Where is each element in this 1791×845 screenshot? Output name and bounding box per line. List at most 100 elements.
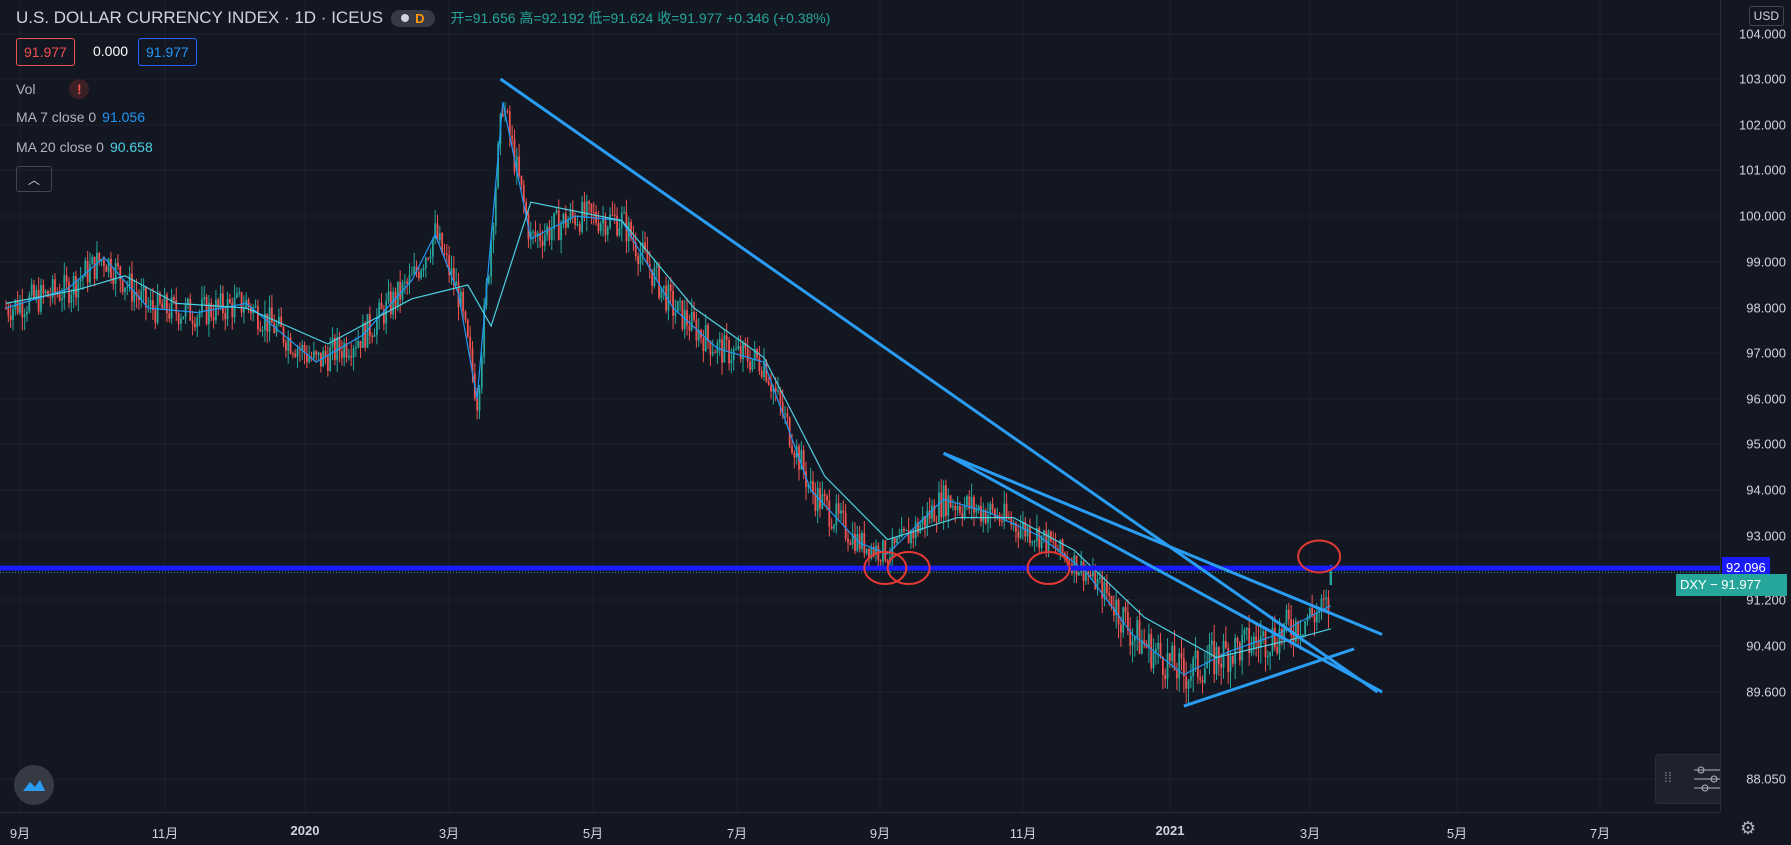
candle-body [268, 307, 271, 332]
candle-body [16, 300, 19, 313]
candle-body [697, 329, 700, 341]
candle-body [1327, 597, 1330, 615]
time-tick-label: 5月 [582, 826, 604, 841]
candle-body [247, 299, 250, 307]
candle-body [368, 314, 371, 336]
candle-body [277, 316, 280, 325]
currency-label[interactable]: USD [1748, 6, 1784, 26]
value-plain: 0.000 [93, 43, 129, 59]
candle-body [961, 512, 964, 518]
candle-body [842, 510, 845, 513]
candle-body [354, 347, 357, 349]
candle-body [1208, 644, 1211, 662]
vol-indicator[interactable]: Vol ! [16, 79, 90, 99]
settings-tool-icon[interactable] [1692, 764, 1726, 794]
candle-body [672, 290, 674, 316]
candle-body [814, 493, 817, 511]
candle-body [61, 298, 63, 301]
candle-body [816, 488, 819, 511]
candle-body [1250, 648, 1253, 654]
candle-body [44, 291, 47, 294]
candle-body [616, 215, 618, 236]
candle-body [926, 510, 929, 527]
candle-body [1147, 634, 1150, 648]
candle-body [359, 340, 362, 348]
candle-body [163, 294, 166, 309]
candle-body [1112, 607, 1115, 616]
candle-body [569, 209, 572, 221]
candle-body [352, 348, 355, 358]
candle-body [252, 307, 255, 314]
candle-body [142, 286, 145, 291]
candle-body [560, 224, 563, 241]
candle-body [532, 231, 535, 233]
candle-body [459, 291, 462, 308]
candle-body [1236, 637, 1239, 643]
candle-body [1322, 598, 1325, 600]
candle-body [382, 309, 385, 324]
candle-body [837, 503, 840, 514]
candle-body [856, 533, 859, 551]
trend-line [942, 451, 1383, 694]
candle-body [438, 233, 441, 241]
ma20-indicator[interactable]: MA 20 close 0 90.658 [16, 139, 153, 155]
candle-body [208, 303, 210, 324]
candle-body [942, 485, 945, 518]
candle-body [75, 275, 77, 298]
candle-body [1101, 577, 1104, 599]
candle-body [644, 242, 646, 251]
candle-body [924, 516, 926, 527]
candle-body [212, 316, 215, 321]
candle-body [506, 110, 509, 112]
candle-body [903, 528, 905, 531]
gear-icon[interactable]: ⚙ [1740, 818, 1757, 838]
candle-body [1017, 532, 1020, 538]
candle-body [483, 305, 486, 357]
time-tick-label: 2021 [1155, 823, 1185, 838]
candle-body [1245, 627, 1248, 630]
candle-body [1262, 631, 1265, 636]
candle-body [800, 450, 803, 470]
candle-body [396, 281, 399, 307]
candle-body [847, 538, 849, 543]
candle-body [112, 277, 115, 284]
candle-body [1122, 607, 1125, 633]
price-axis[interactable]: USD 104.000 103.000 102.000 101.000 100.000 9… [1720, 0, 1791, 812]
candle-body [410, 274, 413, 276]
price-tick-label: 99.000 [1746, 254, 1786, 270]
candle-body [476, 398, 479, 411]
symbol-title[interactable]: U.S. DOLLAR CURRENCY INDEX · 1D · ICEUS [16, 8, 384, 27]
candle-body [294, 353, 297, 357]
candle-body [1294, 621, 1297, 642]
candle-body [511, 135, 514, 140]
interval-badge[interactable]: D [391, 9, 435, 27]
candle-body [947, 495, 950, 516]
candle-body [1224, 640, 1227, 648]
drag-handle-icon[interactable]: ⁞⁞ [1664, 769, 1672, 785]
candle-body [952, 506, 954, 508]
candle-body [1271, 627, 1274, 652]
candle-body [1117, 599, 1120, 625]
price-chart[interactable] [0, 0, 1720, 812]
candle-body [1168, 653, 1171, 662]
candle-body [23, 314, 26, 318]
collapse-legend-button[interactable]: ︿ [16, 166, 52, 192]
candle-body [5, 308, 7, 309]
candle-body [763, 361, 765, 377]
ma7-indicator[interactable]: MA 7 close 0 91.056 [16, 109, 145, 125]
candle-body [487, 276, 490, 283]
logo-icon [23, 780, 45, 791]
candle-body [529, 232, 532, 240]
candle-body [1185, 676, 1188, 689]
tradingview-logo[interactable] [14, 765, 54, 805]
price-tick-label: 89.600 [1746, 684, 1786, 700]
time-axis[interactable]: 9月 11月 2020 3月 5月 7月 9月 11月 2021 3月 5月 7月 [0, 812, 1720, 845]
candle-body [1047, 531, 1050, 551]
candle-body [751, 359, 754, 370]
candle-body [1301, 634, 1304, 636]
interval-label: D [415, 10, 425, 26]
candle-body [21, 301, 24, 318]
candle-body [287, 337, 290, 351]
candle-body [639, 253, 642, 264]
ma20-line [5, 201, 1331, 659]
